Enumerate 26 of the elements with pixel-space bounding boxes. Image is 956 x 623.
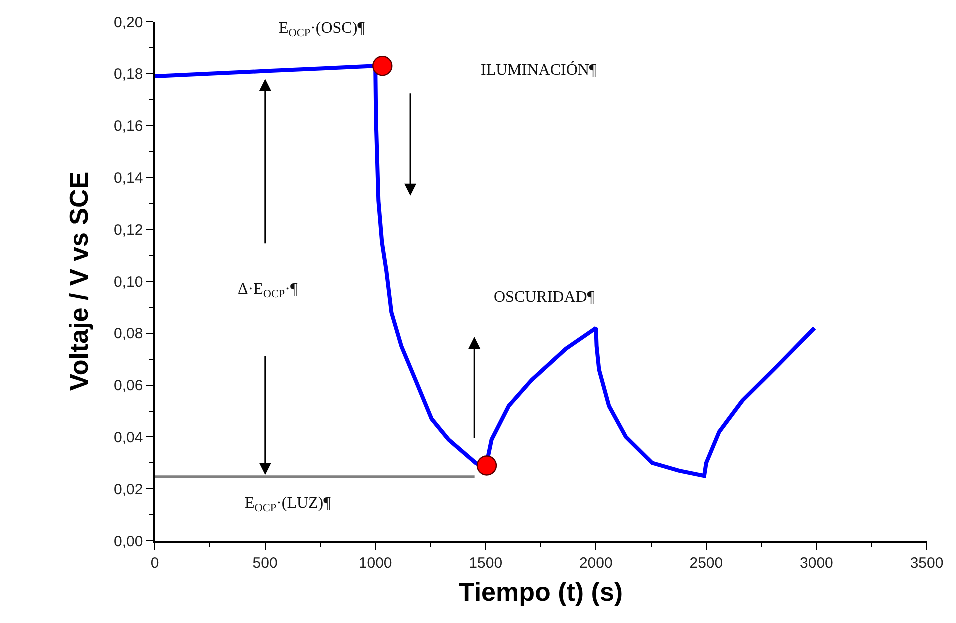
y-tick-label: 0,16 bbox=[114, 118, 144, 136]
y-tick-label: 0,06 bbox=[114, 378, 144, 395]
y-tick-label: 0,00 bbox=[114, 533, 144, 550]
y-tick-label: 0,08 bbox=[114, 326, 144, 343]
x-tick-label: 3500 bbox=[910, 554, 944, 572]
y-tick-label: 0,12 bbox=[114, 222, 144, 239]
x-tick-label: 1500 bbox=[469, 554, 503, 572]
x-tick-label: 0 bbox=[150, 554, 160, 572]
annotation: ILUMINACIÓN¶ bbox=[481, 61, 598, 79]
x-tick-label: 2000 bbox=[579, 554, 613, 572]
annotation: E$_{OCP}$·(OSC)¶ bbox=[279, 20, 366, 40]
x-tick-label: 3000 bbox=[800, 554, 834, 572]
x-tick-label: 1000 bbox=[358, 554, 392, 572]
y-tick-label: 0,10 bbox=[114, 274, 144, 291]
y-axis-title: Voltaje / V vs SCE bbox=[64, 172, 94, 392]
y-tick-label: 0,20 bbox=[114, 14, 144, 32]
y-tick-label: 0,02 bbox=[114, 481, 144, 498]
annotation: E$_{OCP}$·(LUZ)¶ bbox=[245, 495, 332, 514]
x-tick-label: 2500 bbox=[690, 554, 724, 572]
y-tick-label: 0,18 bbox=[114, 66, 144, 84]
x-tick-label: 500 bbox=[252, 554, 278, 572]
y-tick-label: 0,04 bbox=[114, 429, 144, 446]
y-tick-label: 0,14 bbox=[114, 170, 144, 187]
annotation: Δ·E$_{OCP}$·¶ bbox=[238, 281, 298, 300]
annotation: OSCURIDAD¶ bbox=[494, 289, 596, 306]
x-axis-title: Tiempo (t) (s) bbox=[458, 576, 624, 607]
